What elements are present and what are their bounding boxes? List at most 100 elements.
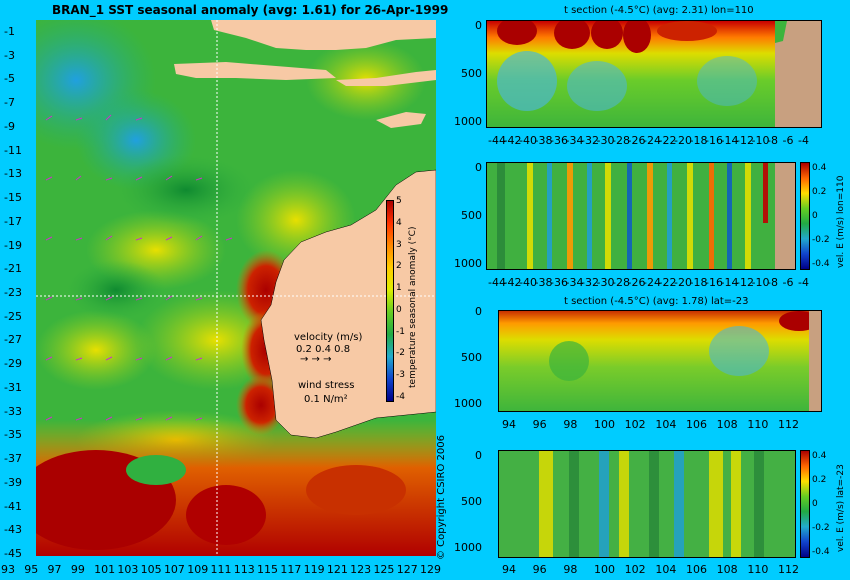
map-colorbar-label: temperature seasonal anomaly (°C)	[408, 226, 418, 388]
panel2-y-tick: 500	[461, 209, 482, 222]
panel3-title: t section (-4.5°C) (avg: 1.78) lat=-23	[564, 296, 749, 307]
panel1-x-tick: -12	[736, 134, 754, 147]
land-indonesia	[106, 20, 436, 50]
map-y-tick: -11	[4, 143, 22, 157]
panel3-x-tick: 94	[502, 418, 516, 431]
panel2-x-tick: -30	[596, 276, 615, 289]
map-colorbar-tick: -2	[396, 348, 405, 359]
map-y-tick: -17	[4, 214, 22, 228]
panel2-x-tick: -10	[751, 276, 770, 289]
panel4-x-tick: 110	[747, 563, 769, 576]
map-y-tick: -23	[4, 286, 22, 299]
map-colorbar-tick: -3	[396, 370, 405, 381]
wind-stress-value: 0.1 N/m²	[304, 394, 348, 405]
panel4-x-tick: 100	[594, 563, 615, 576]
map-colorbar-tick: 5	[396, 196, 402, 206]
velocity-legend-values: 0.2 0.4 0.8	[296, 344, 351, 355]
panel3-x-tick: 108	[716, 418, 738, 431]
map-x-tick: 105	[140, 563, 162, 576]
panel3-x-tick: 96	[532, 418, 547, 431]
panel2-x-tick: -20	[674, 276, 692, 289]
panel1-x-tick: -28	[612, 134, 630, 147]
panel2-x-tick: -44	[488, 276, 506, 289]
map-x-tick: 95	[24, 563, 39, 576]
panel1-y-tick: 500	[461, 67, 482, 80]
panel3-x-tick: 110	[747, 418, 769, 431]
panel2-x-tick: -22	[658, 276, 677, 289]
panel1-x-tick: -24	[643, 134, 661, 147]
map-y-tick: -9	[4, 119, 15, 133]
panel1-x-tick: -16	[705, 134, 723, 147]
panel2-x-tick: -14	[720, 276, 739, 289]
panel2-colorbar-tick: 0.4	[812, 163, 827, 173]
panel3-x-tick: 102	[624, 418, 646, 431]
panel1-x-tick: -42	[503, 134, 522, 147]
map-y-tick: -43	[4, 523, 22, 537]
map-colorbar-tick: 3	[396, 239, 402, 250]
wind-stress-label: wind stress	[298, 380, 355, 391]
panel1-x-tick: -30	[596, 134, 615, 147]
panel1-x-tick: -34	[565, 134, 584, 147]
panel2-x-tick: -12	[736, 276, 754, 289]
map-title: BRAN_1 SST seasonal anomaly (avg: 1.61) …	[52, 3, 449, 17]
map-colorbar-tick: 0	[396, 304, 402, 315]
panel1-x-tick: -8	[767, 134, 778, 147]
panel2-x-tick: -6	[782, 276, 794, 289]
map-colorbar-tick: -1	[396, 326, 405, 337]
panel4-colorbar-tick: 0	[812, 499, 818, 509]
panel4-x-tick: 98	[563, 563, 578, 576]
panel2-x-tick: -26	[627, 276, 646, 289]
panel3-x-tick: 112	[778, 418, 799, 431]
panel1-x-tick: -36	[550, 134, 568, 147]
panel2-x-tick: -32	[581, 276, 599, 289]
panel4-colorbar-tick: 0.4	[812, 451, 827, 461]
velocity-legend-label: velocity (m/s)	[294, 332, 363, 343]
panel4-x-tick: 108	[716, 563, 738, 576]
map-y-tick: -41	[4, 499, 22, 513]
panel1-x-tick: -40	[519, 134, 537, 147]
map-y-tick: -29	[4, 357, 22, 371]
map-y-tick: -21	[4, 262, 22, 276]
panel2-velocity-section-lon	[486, 162, 796, 270]
map-y-tick: -1	[4, 25, 15, 38]
map-y-tick: -3	[4, 48, 15, 62]
map-colorbar	[386, 200, 394, 402]
panel2-x-tick: -38	[534, 276, 553, 289]
panel4-colorbar-tick: 0.2	[812, 475, 827, 485]
panel2-colorbar-tick: 0	[812, 211, 818, 221]
map-x-tick: 99	[70, 563, 85, 576]
panel1-y-tick: 1000	[454, 115, 482, 128]
panel1-x-tick: -22	[658, 134, 677, 147]
panel2-colorbar-tick: -0.2	[812, 235, 830, 245]
panel4-colorbar	[800, 450, 810, 558]
panel4-x-tick: 106	[686, 563, 707, 576]
panel4-x-tick: 102	[624, 563, 646, 576]
panel2-colorbar-tick: 0.2	[812, 187, 827, 197]
panel2-colorbar	[800, 162, 810, 270]
panel4-colorbar-label: vel. E (m/s) lat=-23	[836, 464, 846, 552]
map-x-tick: 125	[373, 563, 395, 576]
panel4-y-tick: 1000	[454, 541, 482, 554]
panel3-temperature-section-lat	[498, 310, 822, 412]
map-x-tick: 97	[47, 563, 62, 576]
map-y-tick: -25	[4, 309, 22, 323]
map-x-tick: 109	[187, 563, 209, 576]
map-y-tick: -35	[4, 428, 22, 442]
panel1-x-tick: -26	[627, 134, 646, 147]
panel4-y-tick: 500	[461, 495, 482, 508]
map-y-tick: -15	[4, 191, 22, 205]
map-x-tick: 113	[233, 563, 255, 576]
panel3-y-tick: 1000	[454, 397, 482, 410]
map-x-tick: 121	[326, 563, 348, 576]
map-y-tick: -45	[4, 547, 22, 560]
map-x-tick: 107	[163, 563, 185, 576]
map-y-tick: -33	[4, 404, 22, 418]
map-colorbar-tick: 2	[396, 261, 402, 272]
panel2-x-tick: -18	[689, 276, 708, 289]
panel4-x-tick: 112	[778, 563, 799, 576]
panel2-x-tick: -42	[503, 276, 522, 289]
map-y-tick: -31	[4, 380, 22, 394]
panel4-colorbar-tick: -0.2	[812, 523, 830, 533]
map-y-tick: -13	[4, 167, 22, 181]
copyright-text: © Copyright CSIRO 2006	[436, 435, 447, 560]
